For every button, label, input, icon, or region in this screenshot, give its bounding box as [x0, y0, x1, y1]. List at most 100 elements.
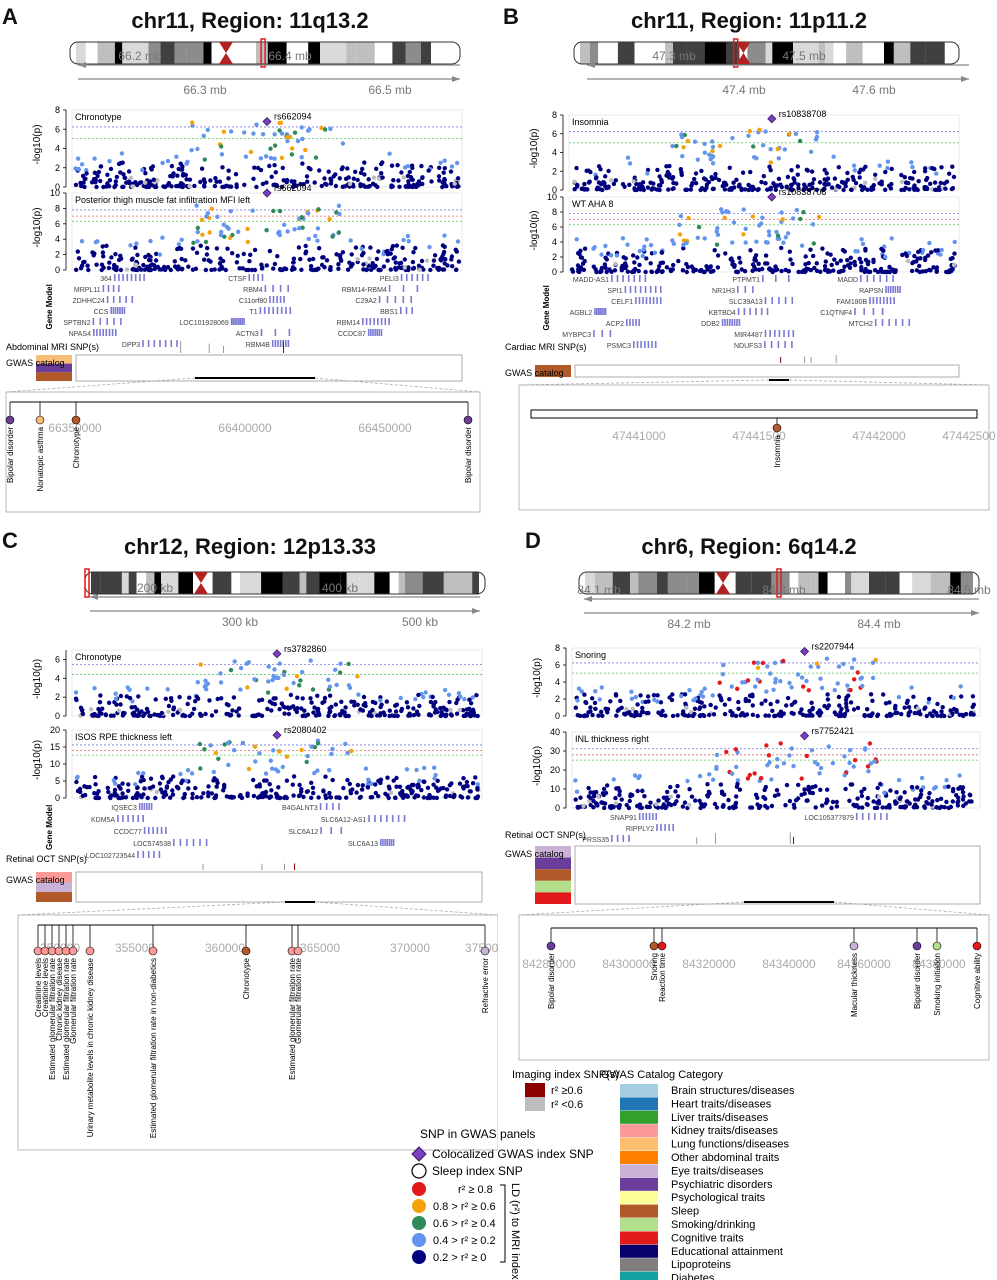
snp-point	[157, 781, 163, 786]
snp-point	[170, 792, 176, 797]
snp-point	[107, 159, 112, 164]
track-frame	[571, 731, 981, 809]
ideogram-band	[612, 572, 631, 594]
snp-point	[842, 713, 847, 719]
trait-label: Snoring	[650, 953, 659, 981]
gene-exon	[874, 813, 876, 820]
snp-point	[100, 706, 105, 711]
snp-point	[826, 703, 832, 708]
snp-point	[457, 707, 462, 713]
snp-point	[285, 138, 290, 144]
snp-point	[675, 794, 681, 799]
snp-point	[163, 789, 168, 795]
snp-point	[582, 713, 588, 718]
snp-point	[627, 161, 633, 166]
snp-point	[812, 760, 818, 765]
snp-point	[935, 797, 940, 803]
gene-exon	[164, 340, 167, 347]
snp-point	[315, 768, 320, 773]
gene-exon	[148, 803, 150, 810]
snp-point	[734, 177, 739, 182]
snp-point	[582, 258, 587, 264]
snp-point	[942, 784, 947, 790]
gene-exon	[112, 296, 115, 303]
snp-point	[596, 713, 601, 718]
snp-point	[161, 794, 166, 800]
snp-point	[701, 176, 707, 181]
category-swatch	[620, 1151, 658, 1164]
snp-point	[328, 176, 333, 181]
snp-point	[765, 240, 770, 245]
snp-point	[309, 795, 314, 800]
y-tick-label: 10	[50, 188, 60, 198]
panel-title: chr11, Region: 11p11.2	[630, 8, 867, 33]
snp-point	[204, 252, 210, 257]
snp-point	[82, 184, 87, 190]
gwas-category-swatch	[535, 869, 571, 881]
gene-exon	[603, 308, 605, 315]
snp-point	[356, 692, 361, 697]
snp-point	[710, 186, 716, 192]
snp-point	[179, 267, 185, 272]
snp-point	[862, 180, 868, 186]
snp-point	[290, 184, 296, 190]
gene-exon	[640, 341, 642, 348]
gene-exon	[147, 340, 150, 347]
snp-point	[190, 791, 195, 797]
snp-point	[835, 681, 840, 686]
snp-point	[675, 783, 680, 789]
snp-point	[371, 175, 377, 180]
snp-point	[234, 182, 239, 187]
snp-point	[633, 694, 638, 700]
snp-point	[639, 709, 645, 715]
gene-exon	[146, 803, 148, 810]
snp-point	[655, 693, 660, 698]
snp-point	[573, 797, 578, 802]
snp-point	[702, 141, 707, 147]
snp-point	[84, 168, 89, 173]
snp-point	[938, 796, 944, 801]
gene-exon	[102, 285, 105, 292]
snp-point	[814, 268, 820, 273]
snp-point	[248, 149, 254, 155]
trait-marker	[912, 941, 922, 951]
snp-point	[374, 166, 379, 171]
gene-exon	[879, 297, 882, 304]
snp-point	[226, 168, 231, 173]
trait-label: Urinary metabolite levels in chronic kid…	[86, 957, 95, 1137]
snp-point	[191, 240, 196, 245]
y-tick-label: 8	[55, 203, 60, 213]
gene-exon	[268, 307, 270, 314]
snp-point	[626, 805, 632, 811]
gene-exon	[410, 296, 412, 303]
snp-point	[365, 785, 371, 790]
gene-exon	[271, 340, 274, 347]
gene-name: T1	[249, 309, 257, 316]
snp-point	[603, 184, 608, 189]
snp-point	[327, 790, 332, 796]
snp-point	[853, 758, 858, 763]
zoom-connector	[314, 377, 481, 393]
gene-exon	[873, 275, 875, 282]
snp-point	[934, 805, 940, 810]
ideogram-band	[656, 42, 666, 64]
snp-point	[400, 245, 405, 250]
ideogram-band	[598, 42, 611, 64]
gene-exon	[368, 815, 370, 822]
snp-point	[722, 187, 728, 192]
snp-point	[603, 243, 608, 249]
snp-point	[111, 778, 117, 783]
snp-point	[853, 180, 859, 186]
gene-exon	[405, 307, 408, 314]
gwas-track-frame	[574, 364, 960, 378]
snp-point	[228, 209, 233, 214]
snp-point	[818, 269, 823, 274]
snp-point	[405, 705, 411, 710]
ideogram-band	[267, 42, 287, 64]
snp-point	[934, 171, 939, 176]
snp-point	[899, 172, 904, 178]
gene-exon	[279, 285, 282, 292]
snp-point	[326, 169, 331, 174]
snp-point	[860, 683, 865, 689]
snp-point	[94, 262, 99, 267]
